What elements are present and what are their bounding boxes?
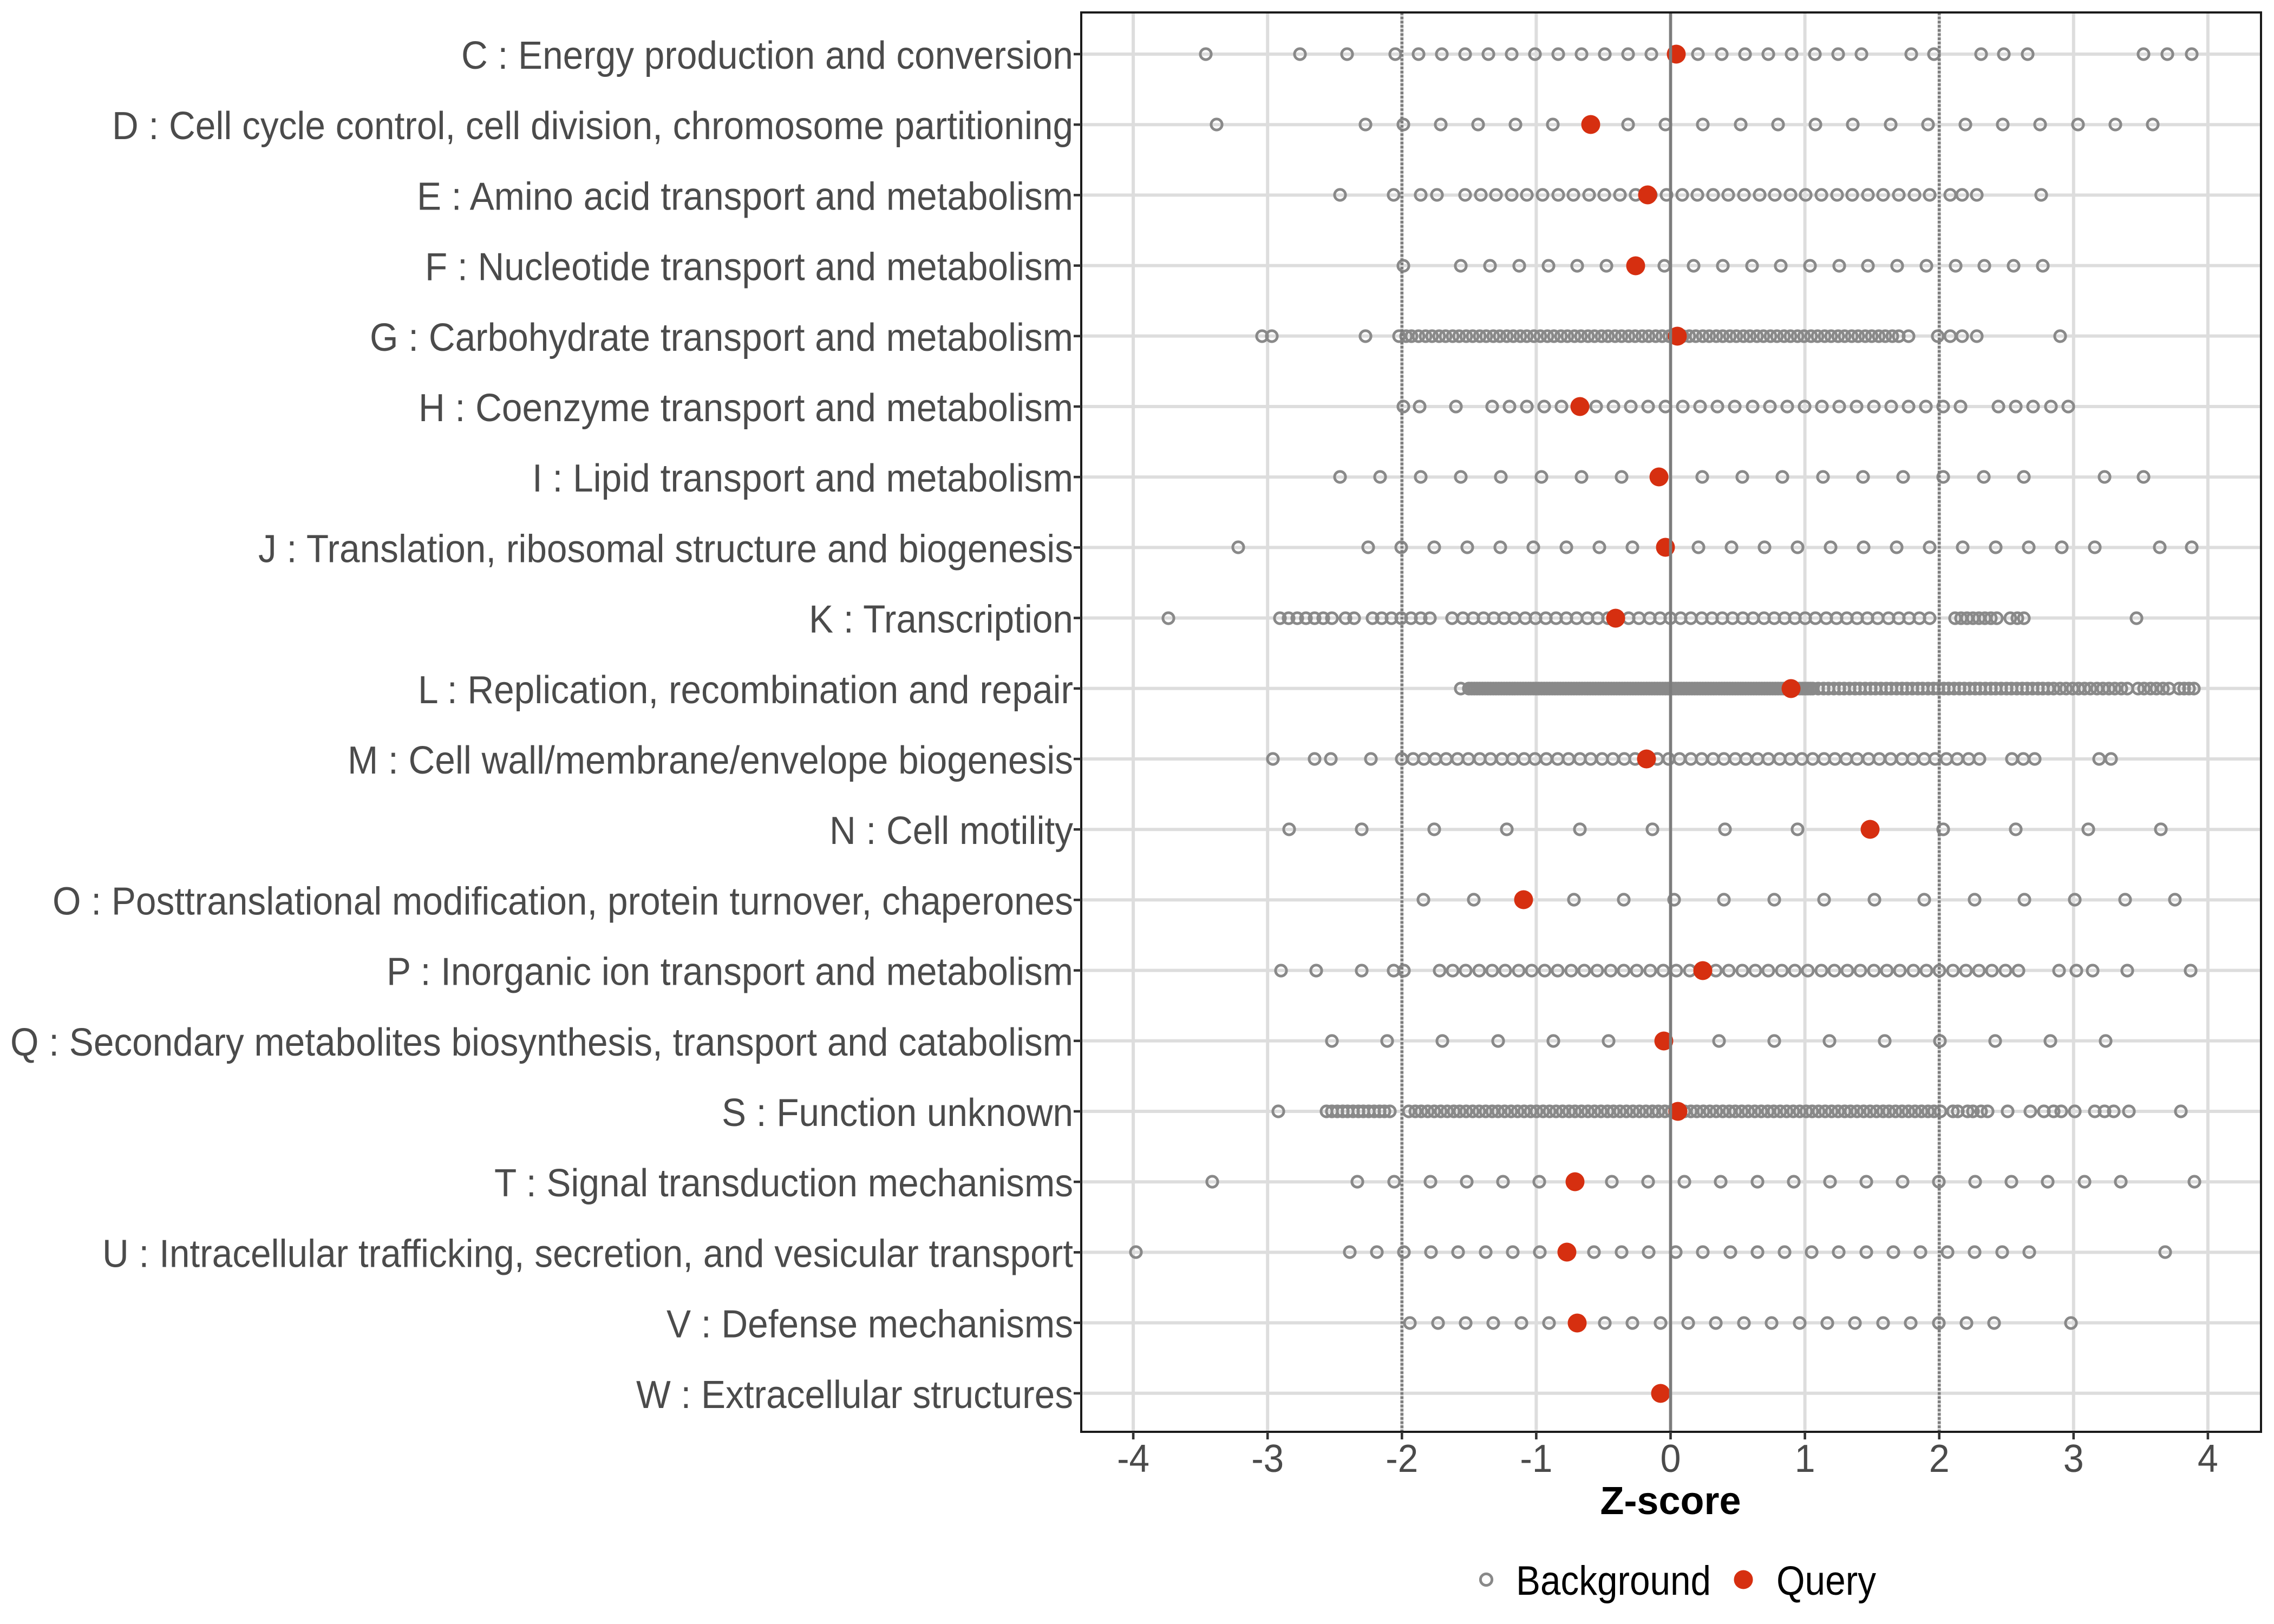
svg-text:D : Cell cycle control, cell d: D : Cell cycle control, cell division, c… [112,104,1073,148]
svg-text:1: 1 [1795,1437,1815,1481]
svg-text:K : Transcription: K : Transcription [809,598,1073,641]
svg-text:I : Lipid transport and metabo: I : Lipid transport and metabolism [532,457,1073,500]
svg-text:Query: Query [1776,1558,1876,1604]
svg-text:M : Cell wall/membrane/envelop: M : Cell wall/membrane/envelope biogenes… [348,739,1073,782]
svg-text:3: 3 [2063,1437,2084,1481]
svg-text:C : Energy production and conv: C : Energy production and conversion [461,34,1073,77]
svg-text:N : Cell motility: N : Cell motility [829,809,1073,853]
svg-text:H : Coenzyme transport and met: H : Coenzyme transport and metabolism [419,387,1073,430]
svg-text:W : Extracellular structures: W : Extracellular structures [636,1373,1073,1417]
svg-text:V : Defense mechanisms: V : Defense mechanisms [666,1303,1073,1346]
svg-text:Background: Background [1516,1558,1711,1604]
svg-text:-1: -1 [1520,1437,1552,1481]
svg-text:O : Posttranslational modifica: O : Posttranslational modification, prot… [53,880,1073,923]
svg-text:T : Signal transduction mechan: T : Signal transduction mechanisms [494,1162,1073,1205]
svg-text:J : Translation, ribosomal str: J : Translation, ribosomal structure and… [258,527,1073,571]
svg-text:P : Inorganic ion transport an: P : Inorganic ion transport and metaboli… [387,951,1073,994]
svg-text:-4: -4 [1117,1437,1149,1481]
svg-text:4: 4 [2198,1437,2218,1481]
svg-text:2: 2 [1929,1437,1950,1481]
svg-text:-2: -2 [1386,1437,1418,1481]
svg-text:Z-score: Z-score [1600,1479,1741,1523]
svg-text:S : Function unknown: S : Function unknown [722,1091,1073,1135]
svg-text:0: 0 [1661,1437,1681,1481]
svg-text:U : Intracellular trafficking,: U : Intracellular trafficking, secretion… [102,1232,1073,1275]
svg-text:-3: -3 [1251,1437,1284,1481]
svg-text:G : Carbohydrate transport and: G : Carbohydrate transport and metabolis… [370,316,1073,359]
svg-text:F : Nucleotide transport and m: F : Nucleotide transport and metabolism [425,246,1073,289]
svg-text:Q : Secondary metabolites bios: Q : Secondary metabolites biosynthesis, … [10,1021,1073,1064]
svg-text:L : Replication, recombination: L : Replication, recombination and repai… [418,669,1073,712]
svg-text:E : Amino acid transport and m: E : Amino acid transport and metabolism [417,175,1073,218]
